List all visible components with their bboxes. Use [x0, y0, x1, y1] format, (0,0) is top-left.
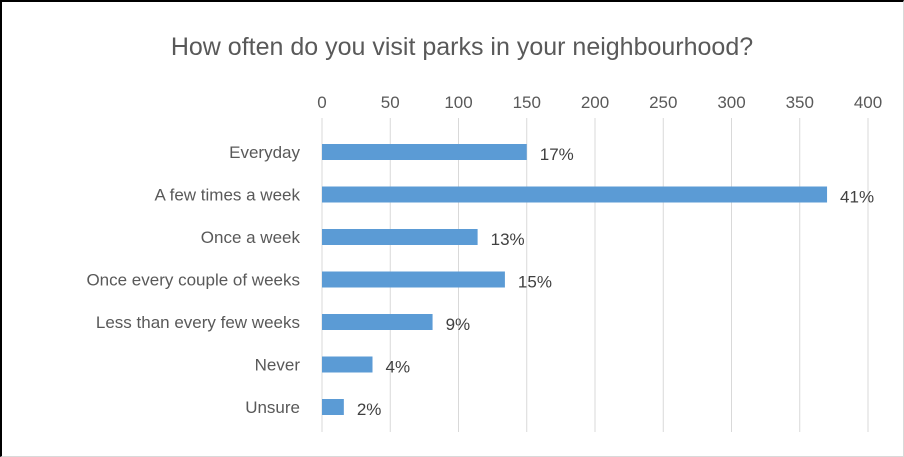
x-tick-label: 100 [444, 93, 472, 112]
x-tick-label: 150 [513, 93, 541, 112]
category-label: A few times a week [154, 186, 300, 205]
x-tick-label: 50 [381, 93, 400, 112]
bar [322, 314, 433, 330]
data-label: 4% [386, 358, 411, 377]
chart-title: How often do you visit parks in your nei… [171, 33, 753, 61]
x-tick-label: 0 [317, 93, 326, 112]
data-label: 17% [540, 145, 574, 164]
data-label: 2% [357, 400, 382, 419]
data-label: 13% [491, 230, 525, 249]
x-tick-label: 250 [649, 93, 677, 112]
category-label: Less than every few weeks [96, 313, 300, 332]
gridlines [321, 118, 869, 432]
category-label: Unsure [245, 398, 300, 417]
category-label: Once a week [201, 228, 301, 247]
category-label: Everyday [229, 143, 300, 162]
x-tick-label: 300 [717, 93, 745, 112]
bar [322, 186, 828, 203]
x-tick-label: 400 [854, 93, 882, 112]
bar [322, 356, 373, 373]
category-label: Never [255, 356, 301, 375]
category-label: Once every couple of weeks [86, 271, 300, 290]
bar [322, 399, 344, 415]
x-tick-label: 350 [786, 93, 814, 112]
data-label: 9% [446, 315, 471, 334]
bar [322, 229, 478, 245]
bar [322, 144, 527, 160]
x-axis-ticks: 0 50 100 150 200 250 300 350 400 [317, 93, 882, 112]
bars [322, 144, 828, 415]
data-labels: 17% 41% 13% 15% 9% 4% 2% [357, 145, 874, 419]
x-tick-label: 200 [581, 93, 609, 112]
data-label: 15% [518, 273, 552, 292]
bar [322, 271, 505, 288]
data-label: 41% [840, 188, 874, 207]
category-labels: Everyday A few times a week Once a week Onc… [86, 143, 300, 417]
